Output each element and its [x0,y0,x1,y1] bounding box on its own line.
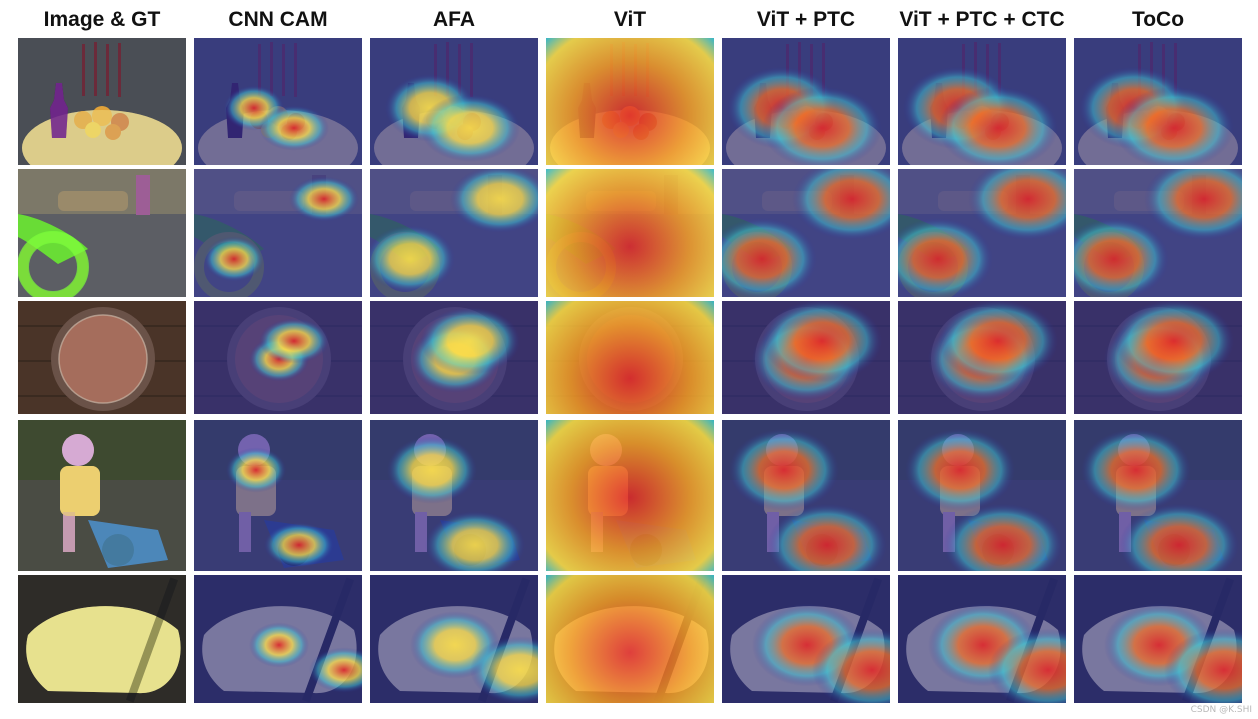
row-inflatable-crocodile-heatmap-col-3 [546,169,714,297]
row-cake-bottle-image-gt [18,38,186,165]
column-header-5: ViT + PTC + CTC [899,8,1065,31]
row-inflatable-crocodile-heatmap-col-5 [898,169,1066,297]
watermark: CSDN @K.SHI [1190,705,1252,715]
row-inflatable-crocodile-heatmap-col-1 [194,169,362,297]
row-plate-heatmap-col-5 [898,301,1066,414]
row-child-bike-heatmap-col-1 [194,420,362,571]
row-child-bike-heatmap-col-2 [370,420,538,571]
row-inflatable-crocodile-heatmap-col-6 [1074,169,1242,297]
column-header-4: ViT + PTC [756,8,856,31]
row-swan-heatmap-col-6 [1074,575,1242,703]
column-header-0: Image & GT [43,8,161,31]
row-plate-heatmap-col-3 [546,301,714,414]
row-cake-bottle-heatmap-col-1 [194,38,362,165]
row-child-bike-heatmap-col-6 [1074,420,1242,571]
row-cake-bottle-heatmap-col-3 [546,38,714,165]
column-header-2: AFA [433,8,475,31]
row-swan-heatmap-col-1 [194,575,362,703]
column-header-1: CNN CAM [228,8,328,31]
row-child-bike-heatmap-col-3 [546,420,714,571]
row-plate-image-gt [18,301,186,414]
row-swan-image-gt [18,575,186,703]
row-inflatable-crocodile-heatmap-col-4 [722,169,890,297]
row-plate-heatmap-col-1 [194,301,362,414]
column-header-6: ToCo [1131,8,1185,31]
row-child-bike-heatmap-col-5 [898,420,1066,571]
row-inflatable-crocodile-image-gt [18,169,186,297]
row-swan-heatmap-col-3 [546,575,714,703]
row-child-bike-heatmap-col-4 [722,420,890,571]
row-swan-heatmap-col-4 [722,575,890,703]
row-cake-bottle-heatmap-col-4 [722,38,890,165]
row-swan-heatmap-col-2 [370,575,538,703]
row-swan-heatmap-col-5 [898,575,1066,703]
row-plate-heatmap-col-2 [370,301,538,414]
row-cake-bottle-heatmap-col-5 [898,38,1066,165]
row-cake-bottle-heatmap-col-6 [1074,38,1242,165]
column-header-3: ViT [613,8,647,31]
row-child-bike-image-gt [18,420,186,571]
row-plate-heatmap-col-6 [1074,301,1242,414]
row-plate-heatmap-col-4 [722,301,890,414]
row-inflatable-crocodile-heatmap-col-2 [370,169,538,297]
row-cake-bottle-heatmap-col-2 [370,38,538,165]
